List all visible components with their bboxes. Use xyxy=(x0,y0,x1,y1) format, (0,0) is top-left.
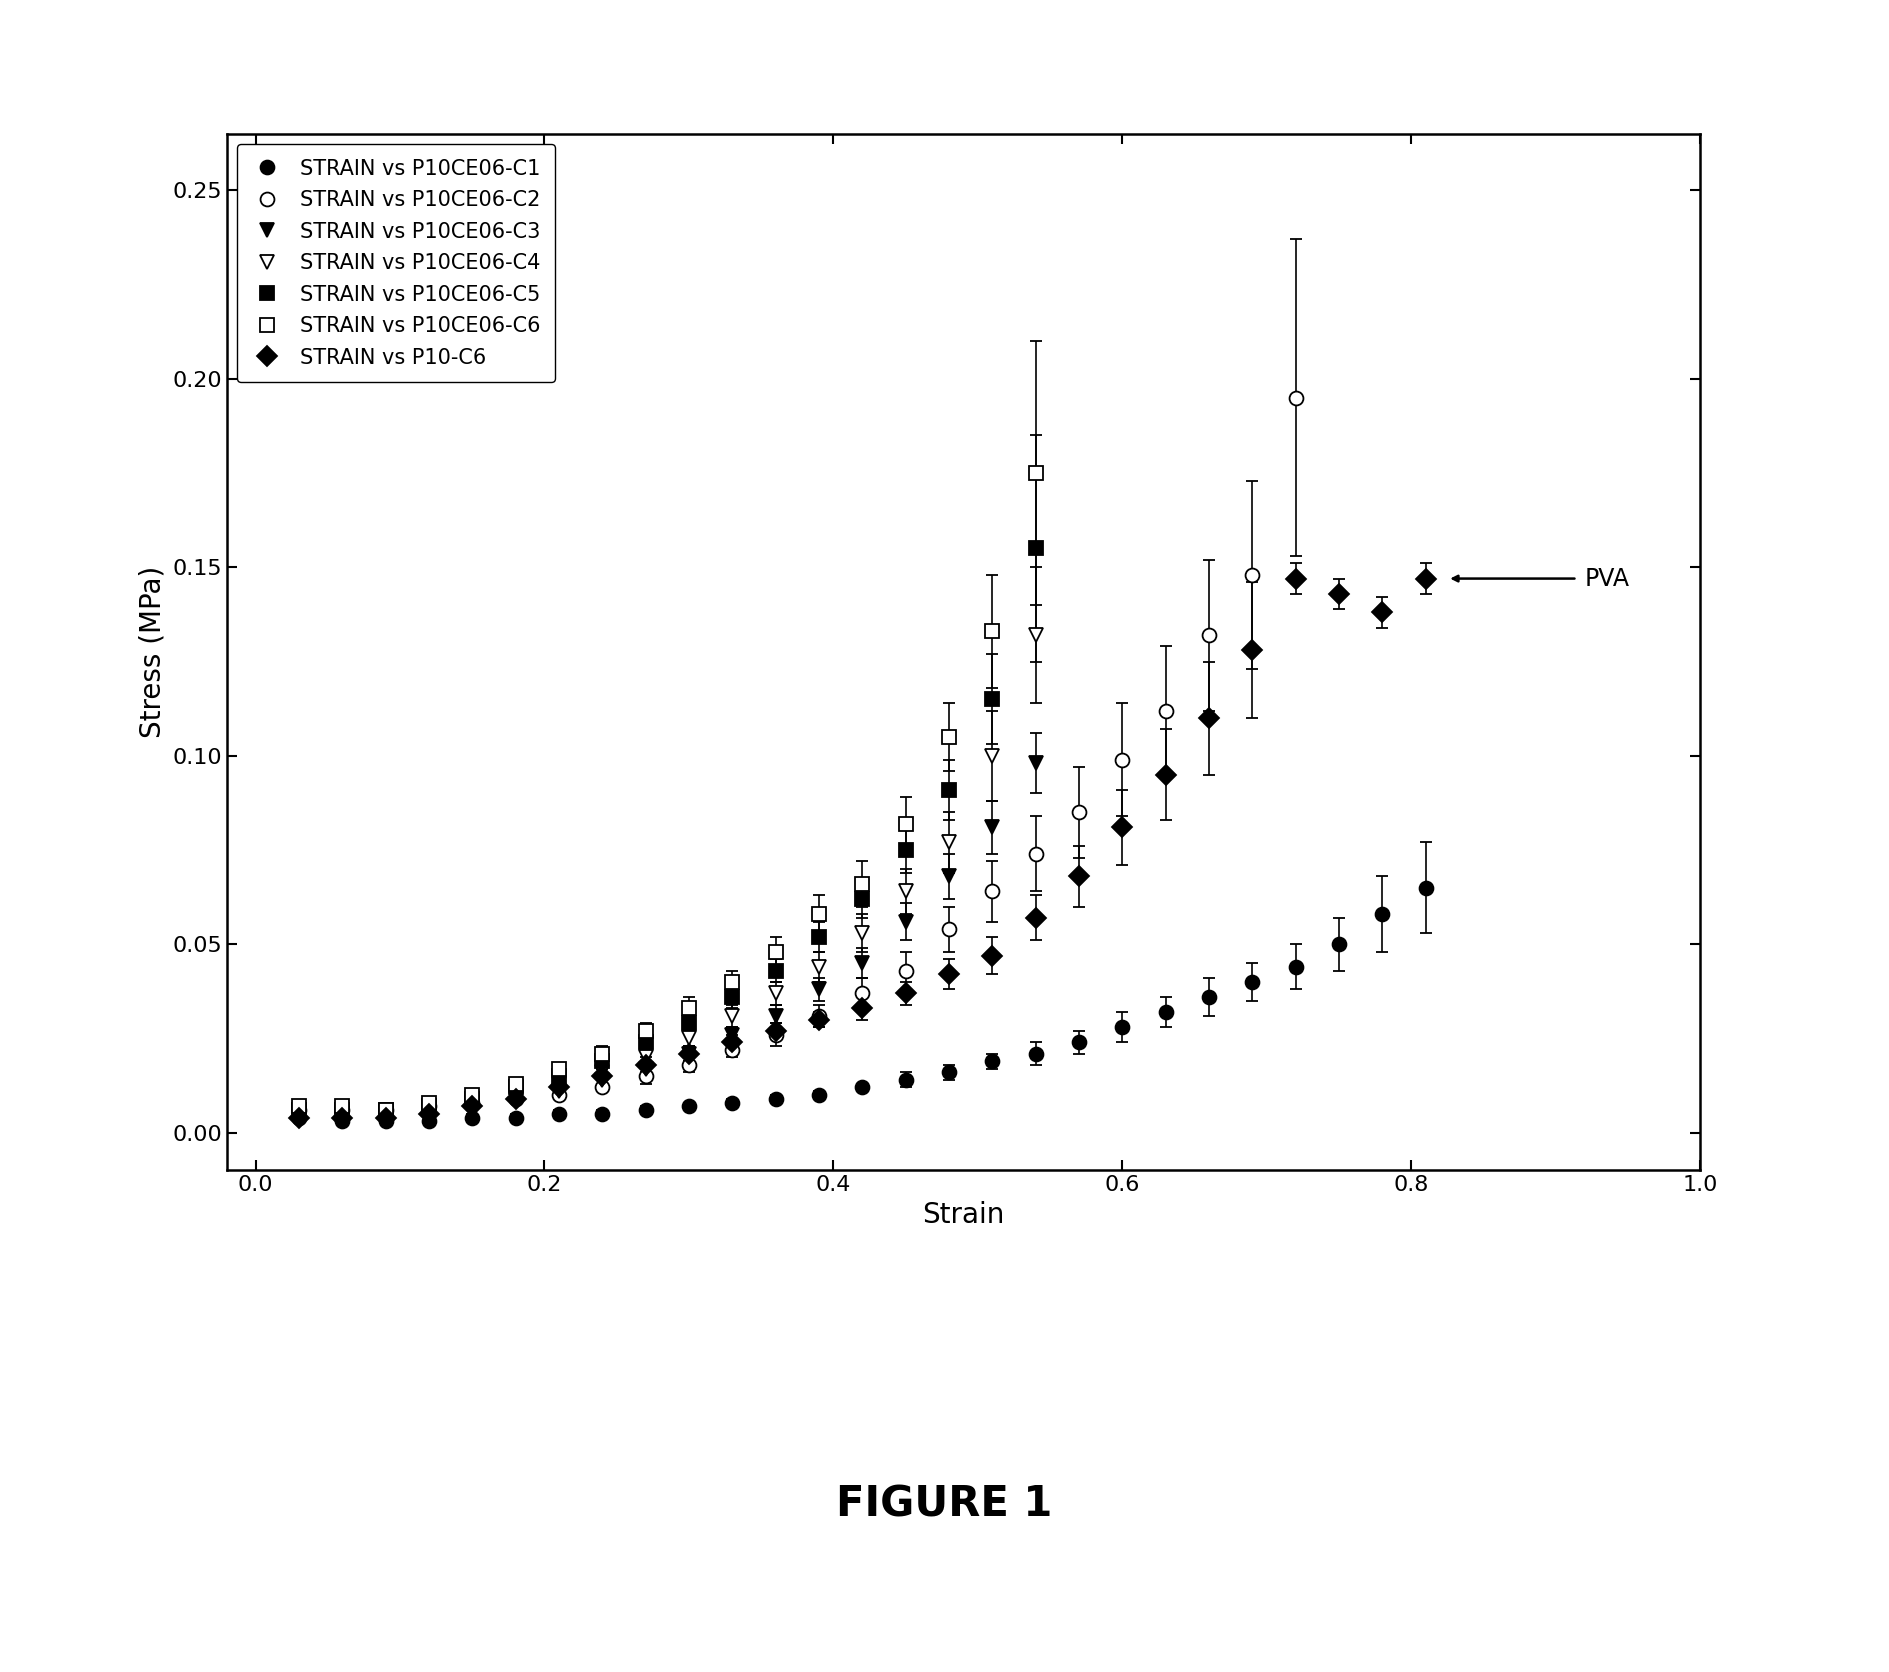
X-axis label: Strain: Strain xyxy=(922,1200,1005,1229)
Text: FIGURE 1: FIGURE 1 xyxy=(837,1483,1052,1527)
Y-axis label: Stress (MPa): Stress (MPa) xyxy=(138,565,166,739)
Legend: STRAIN vs P10CE06-C1, STRAIN vs P10CE06-C2, STRAIN vs P10CE06-C3, STRAIN vs P10C: STRAIN vs P10CE06-C1, STRAIN vs P10CE06-… xyxy=(238,144,555,383)
Text: PVA: PVA xyxy=(1585,567,1630,590)
